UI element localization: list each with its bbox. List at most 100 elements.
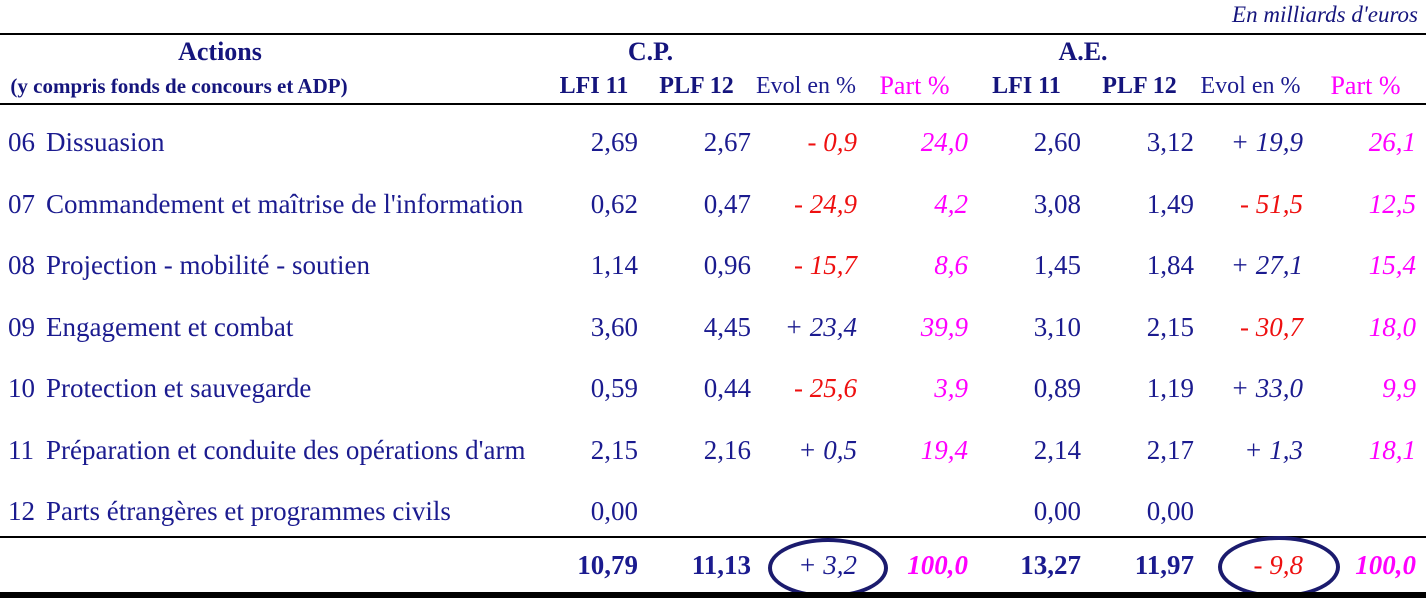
- total-rule: [0, 536, 1426, 538]
- ae-part-value: 15,4: [1368, 250, 1416, 281]
- cp-lfi11-value: 2,15: [590, 434, 638, 465]
- cp-lfi11-value: 1,14: [590, 250, 638, 281]
- header-rule: [0, 103, 1426, 105]
- ae-lfi11-value: 2,60: [1033, 127, 1081, 158]
- ae-evol-value: - 30,7: [1240, 311, 1303, 342]
- ae-lfi11-value: 3,10: [1033, 311, 1081, 342]
- action-label: Dissuasion: [46, 127, 165, 158]
- ae-lfi11-value: 0,00: [1033, 496, 1081, 527]
- cp-part-value: 19,4: [920, 434, 968, 465]
- table-row: 09 Engagement et combat 3,60 4,45 + 23,4 …: [0, 297, 1426, 359]
- ae-plf12-value: 3,12: [1146, 127, 1194, 158]
- ae-plf12-value: 1,84: [1146, 250, 1194, 281]
- cp-part-value: 24,0: [920, 127, 968, 158]
- table-body: 06 Dissuasion 2,69 2,67 - 0,9 24,0 2,60 3…: [0, 112, 1426, 543]
- total-ae-lfi11: 13,27: [1020, 549, 1081, 580]
- cp-evol-value: - 15,7: [794, 250, 857, 281]
- ae-part-value: 26,1: [1368, 127, 1416, 158]
- group-header-ae: A.E.: [1058, 37, 1108, 66]
- table-row: 07 Commandement et maîtrise de l'informat…: [0, 174, 1426, 236]
- total-ae-part: 100,0: [1355, 549, 1416, 580]
- action-label: Parts étrangères et programmes civils: [46, 496, 451, 527]
- ae-evol-value: + 19,9: [1230, 127, 1303, 158]
- action-code: 09: [8, 311, 35, 342]
- ae-lfi11-value: 2,14: [1033, 434, 1081, 465]
- cp-lfi11-value: 0,62: [590, 188, 638, 219]
- total-row: 10,79 11,13 + 3,2 100,0 13,27 11,97 - 9,…: [0, 538, 1426, 592]
- cp-evol-value: - 0,9: [807, 127, 858, 158]
- action-label: Engagement et combat: [46, 311, 294, 342]
- cp-plf12-value: 2,16: [703, 434, 751, 465]
- cp-lfi11-value: 0,00: [590, 496, 638, 527]
- cp-part-value: 4,2: [934, 188, 968, 219]
- cp-evol-value: + 0,5: [798, 434, 857, 465]
- cp-plf12-value: 0,44: [703, 373, 751, 404]
- ae-evol-value: + 1,3: [1244, 434, 1303, 465]
- ae-part-value: 12,5: [1368, 188, 1416, 219]
- cp-evol-value: - 24,9: [794, 188, 857, 219]
- actions-column-subtitle: (y compris fonds de concours et ADP): [10, 73, 348, 98]
- ae-part-value: 18,0: [1368, 311, 1416, 342]
- ae-evol-value: + 33,0: [1230, 373, 1303, 404]
- ae-lfi11-value: 0,89: [1033, 373, 1081, 404]
- highlight-circle-cp-evol: [768, 538, 888, 598]
- ae-plf12-value: 2,15: [1146, 311, 1194, 342]
- total-cp-part: 100,0: [907, 549, 968, 580]
- ae-plf12-value: 1,19: [1146, 373, 1194, 404]
- col-header-cp-part: Part %: [879, 71, 950, 100]
- action-label: Projection - mobilité - soutien: [46, 250, 370, 281]
- col-header-cp-evol: Evol en %: [756, 72, 856, 99]
- total-ae-plf12: 11,97: [1134, 549, 1194, 580]
- ae-lfi11-value: 3,08: [1033, 188, 1081, 219]
- cp-evol-value: + 23,4: [784, 311, 857, 342]
- header-columns-row: (y compris fonds de concours et ADP) LFI…: [0, 69, 1426, 103]
- ae-evol-value: - 51,5: [1240, 188, 1303, 219]
- col-header-ae-plf12: PLF 12: [1102, 72, 1177, 99]
- table-row: 12 Parts étrangères et programmes civils …: [0, 481, 1426, 543]
- action-code: 07: [8, 188, 35, 219]
- action-label: Protection et sauvegarde: [46, 373, 312, 404]
- ae-plf12-value: 0,00: [1146, 496, 1194, 527]
- actions-column-title: Actions: [178, 37, 262, 66]
- cp-plf12-value: 4,45: [703, 311, 751, 342]
- cp-lfi11-value: 0,59: [590, 373, 638, 404]
- table-row: 10 Protection et sauvegarde 0,59 0,44 - 2…: [0, 358, 1426, 420]
- ae-evol-value: + 27,1: [1230, 250, 1303, 281]
- units-caption: En milliards d'euros: [1232, 2, 1418, 27]
- action-label: Commandement et maîtrise de l'informatio…: [46, 188, 524, 219]
- cp-plf12-value: 2,67: [703, 127, 751, 158]
- ae-part-value: 9,9: [1382, 373, 1416, 404]
- col-header-cp-lfi11: LFI 11: [559, 72, 629, 99]
- action-code: 06: [8, 127, 35, 158]
- bottom-rule: [0, 592, 1426, 598]
- cp-part-value: 8,6: [934, 250, 968, 281]
- col-header-ae-lfi11: LFI 11: [992, 72, 1061, 99]
- action-code: 10: [8, 373, 35, 404]
- table-row: 11 Préparation et conduite des opérations…: [0, 420, 1426, 482]
- table-row: 08 Projection - mobilité - soutien 1,14 0…: [0, 235, 1426, 297]
- col-header-ae-evol: Evol en %: [1200, 72, 1301, 99]
- action-code: 12: [8, 496, 35, 527]
- header-group-row: Actions C.P. A.E.: [0, 35, 1426, 69]
- cp-lfi11-value: 3,60: [590, 311, 638, 342]
- cp-plf12-value: 0,47: [703, 188, 751, 219]
- total-cp-plf12: 11,13: [691, 549, 751, 580]
- ae-part-value: 18,1: [1368, 434, 1416, 465]
- ae-plf12-value: 2,17: [1146, 434, 1194, 465]
- cp-part-value: 39,9: [920, 311, 968, 342]
- action-code: 08: [8, 250, 35, 281]
- cp-plf12-value: 0,96: [703, 250, 751, 281]
- highlight-circle-ae-evol: [1218, 536, 1340, 598]
- col-header-cp-plf12: PLF 12: [659, 72, 734, 99]
- action-code: 11: [8, 434, 34, 465]
- cp-part-value: 3,9: [934, 373, 968, 404]
- ae-lfi11-value: 1,45: [1033, 250, 1081, 281]
- group-header-cp: C.P.: [627, 37, 674, 66]
- col-header-ae-part: Part %: [1330, 71, 1401, 100]
- cp-evol-value: - 25,6: [794, 373, 857, 404]
- ae-plf12-value: 1,49: [1146, 188, 1194, 219]
- cp-lfi11-value: 2,69: [590, 127, 638, 158]
- action-label: Préparation et conduite des opérations d…: [46, 434, 526, 465]
- table-row: 06 Dissuasion 2,69 2,67 - 0,9 24,0 2,60 3…: [0, 112, 1426, 174]
